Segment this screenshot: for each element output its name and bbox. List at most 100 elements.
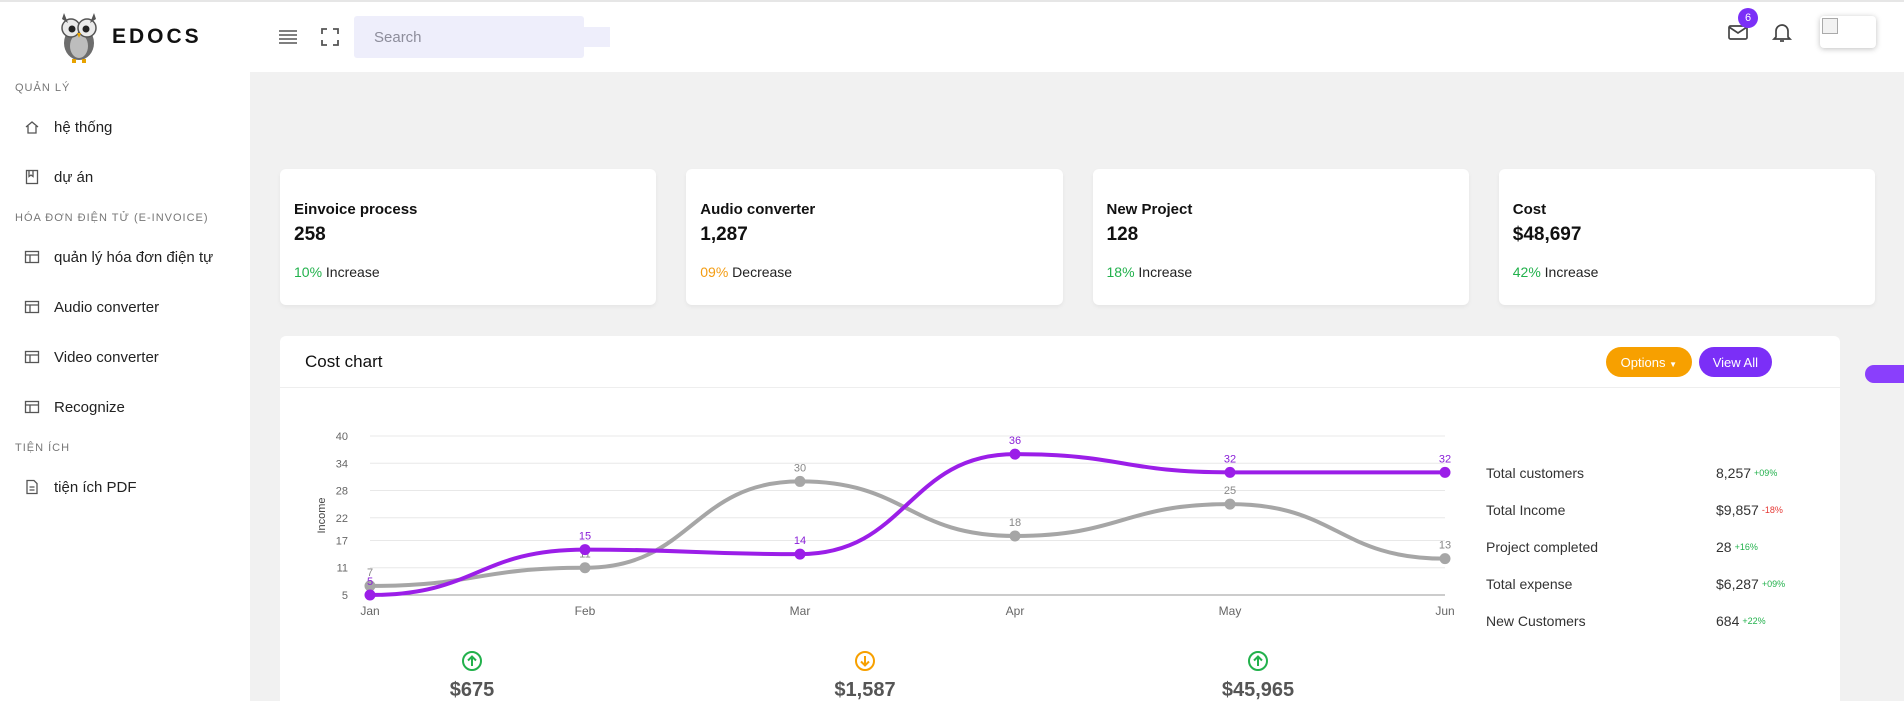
stat-label: Total Income [1486, 501, 1566, 518]
bell-icon [1771, 24, 1793, 42]
menu-toggle-button[interactable] [278, 27, 298, 47]
card-percent: 18% [1106, 264, 1135, 280]
chart-header: Cost chart [280, 336, 1840, 388]
card-title: Audio converter [700, 201, 816, 218]
search-input-extension [578, 27, 610, 47]
card-footer: 18% Increase [1107, 264, 1455, 280]
stat-label: New Customers [1486, 612, 1586, 629]
sidebar-item-label: Audio converter [54, 298, 160, 316]
stat-card-audio[interactable]: Audio converter 1,287 09% Decrease [686, 169, 1063, 305]
card-percent: 10% [294, 264, 323, 280]
sidebar-item-label: Recognize [54, 398, 125, 416]
arrow-up-circle-icon [1248, 651, 1268, 671]
stat-card-new-project[interactable]: New Project 128 18% Increase [1092, 169, 1469, 305]
card-title: New Project [1106, 201, 1193, 218]
card-trend: Increase [1544, 264, 1599, 280]
caret-down-icon: ▼ [1669, 359, 1677, 369]
card-value: 1,287 [700, 224, 748, 245]
stat-delta: -18% [1761, 504, 1783, 515]
stat-row: Project completed 28 +16% [1486, 528, 1826, 565]
stat-card-einvoice[interactable]: Einvoice process 258 10% Increase [280, 169, 657, 305]
total-amount: $675 [449, 679, 495, 701]
stat-delta: +16% [1734, 541, 1758, 552]
hamburger-icon [279, 30, 297, 44]
stat-delta: +22% [1742, 615, 1766, 626]
stat-label: Total expense [1486, 575, 1573, 592]
total-amount: $1,587 [834, 679, 896, 701]
fullscreen-icon [321, 28, 339, 46]
sidebar-item-video-converter[interactable]: Video converter [0, 332, 250, 382]
stat-row: New Customers 684 +22% [1486, 602, 1826, 639]
sidebar-item-pdf-tools[interactable]: tiện ích PDF [0, 462, 250, 512]
stat-label: Project completed [1486, 538, 1599, 555]
sidebar: QUẢN LÝ hệ thống dự án HÓA ĐƠN ĐIỆN TỬ (… [0, 72, 250, 701]
sidebar-item-recognize[interactable]: Recognize [0, 382, 250, 432]
stat-row: Total Income $9,857 -18% [1486, 491, 1826, 528]
top-bar: EDOCS 6 [0, 0, 1904, 72]
sidebar-item-du-an[interactable]: dự án [0, 152, 250, 202]
card-percent: 42% [1512, 264, 1541, 280]
stat-value: $9,857 [1716, 501, 1759, 518]
stat-delta: +09% [1761, 578, 1786, 589]
table-icon [24, 400, 40, 414]
brand-name: EDOCS [112, 25, 202, 48]
sidebar-item-label: quản lý hóa đơn điện tự [54, 248, 214, 266]
card-footer: 42% Increase [1513, 264, 1861, 280]
settings-side-tab[interactable] [1865, 365, 1904, 383]
stat-value: $6,287 [1716, 575, 1759, 592]
sidebar-item-label: Video converter [54, 348, 159, 366]
card-footer: 10% Increase [294, 264, 642, 280]
fullscreen-button[interactable] [320, 27, 340, 47]
stat-row: Total customers 8,257 +09% [1486, 454, 1826, 491]
stat-value: 8,257 [1716, 464, 1752, 481]
home-icon [25, 121, 39, 134]
mail-badge: 6 [1738, 8, 1758, 28]
card-trend: Increase [325, 264, 380, 280]
card-title: Einvoice process [294, 201, 418, 218]
stat-card-cost[interactable]: Cost $48,697 42% Increase [1498, 169, 1875, 305]
total-item: $45,965 [1188, 650, 1328, 701]
options-dropdown-button[interactable]: Options ▼ [1605, 347, 1692, 377]
chart-stats-list: Total customers 8,257 +09% Total Income $9,… [1486, 454, 1826, 639]
brand[interactable]: EDOCS [0, 1, 250, 73]
view-all-button[interactable]: View All [1698, 347, 1772, 377]
stat-value: 28 [1716, 538, 1732, 555]
card-value: $48,697 [1512, 224, 1582, 245]
sidebar-section-title: TIỆN ÍCH [15, 442, 71, 454]
card-trend: Increase [1138, 264, 1193, 280]
search-input[interactable] [354, 16, 584, 58]
sidebar-section-title: HÓA ĐƠN ĐIỆN TỬ (E-INVOICE) [15, 212, 209, 224]
sidebar-item-label: tiện ích PDF [54, 478, 137, 496]
sidebar-item-he-thong[interactable]: hệ thống [0, 102, 250, 152]
card-percent: 09% [700, 264, 729, 280]
stat-cards: Einvoice process 258 10% Increase Audio … [280, 169, 1875, 305]
table-icon [24, 300, 40, 314]
table-icon [24, 250, 40, 264]
total-amount: $45,965 [1221, 679, 1295, 701]
mail-button[interactable]: 6 [1726, 8, 1758, 44]
totals-row: $675 $1,587 $45,965 [0, 650, 1400, 701]
sidebar-section-title: QUẢN LÝ [15, 82, 71, 94]
total-item: $1,587 [795, 650, 935, 701]
total-item: $675 [402, 650, 542, 701]
arrow-up-circle-icon [462, 651, 482, 671]
card-title: Cost [1512, 201, 1547, 218]
book-icon [25, 169, 39, 185]
card-trend: Decrease [732, 264, 793, 280]
mail-icon [1728, 25, 1748, 40]
sidebar-item-label: dự án [54, 168, 94, 186]
card-value: 128 [1106, 224, 1139, 245]
stat-value: 684 [1716, 612, 1740, 629]
arrow-down-circle-icon [855, 651, 875, 671]
sidebar-item-audio-converter[interactable]: Audio converter [0, 282, 250, 332]
file-icon [26, 479, 38, 495]
chart-title: Cost chart [305, 351, 383, 371]
owl-logo-icon [61, 13, 97, 63]
sidebar-item-label: hệ thống [54, 118, 113, 136]
stat-row: Total expense $6,287 +09% [1486, 565, 1826, 602]
card-footer: 09% Decrease [700, 264, 1048, 280]
stat-delta: +09% [1754, 467, 1778, 478]
user-avatar[interactable] [1820, 16, 1876, 48]
notifications-button[interactable] [1770, 20, 1794, 44]
sidebar-item-einvoice-manage[interactable]: quản lý hóa đơn điện tự [0, 232, 250, 282]
